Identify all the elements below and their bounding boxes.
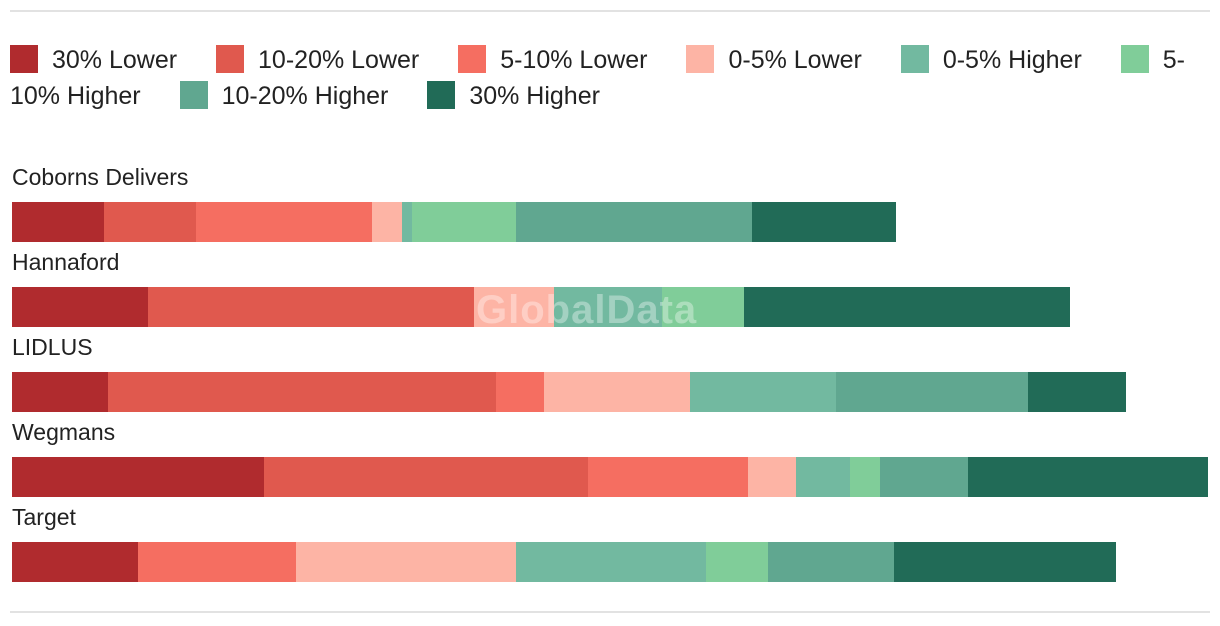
bottom-divider (10, 611, 1210, 613)
bar-segment (264, 457, 588, 497)
legend-swatch (427, 81, 456, 109)
legend-label: 10-20% Lower (258, 46, 420, 74)
category-label: LIDLUS (12, 334, 93, 360)
top-divider (10, 10, 1210, 12)
legend-swatch (1120, 45, 1149, 73)
legend-swatch (179, 81, 208, 109)
bar-segment (12, 372, 108, 412)
bar-segment (690, 372, 836, 412)
legend-swatch (10, 45, 38, 73)
category-label: Coborns Delivers (12, 164, 189, 190)
bar-segment (516, 202, 752, 242)
category-label: Wegmans (12, 419, 116, 445)
bar-segment (836, 372, 1028, 412)
legend-swatch (686, 45, 715, 73)
bar-segment (402, 202, 412, 242)
bar-segment (768, 542, 894, 582)
category-label: Target (12, 504, 76, 530)
bar-segment (516, 542, 706, 582)
legend-label: 5-10% Higher (10, 46, 1185, 110)
bar-segment (12, 287, 148, 327)
bar-segment (196, 202, 372, 242)
bar-segment (138, 542, 296, 582)
legend-swatch (900, 45, 929, 73)
bar-segment (412, 202, 516, 242)
chart-legend: 30% Lower 10-20% Lower 5-10% Lower 0-5% … (10, 42, 1200, 114)
bar-segment (544, 372, 690, 412)
legend-label: 30% Higher (469, 82, 600, 110)
bar-segment (554, 287, 662, 327)
legend-item: 10-20% Lower (216, 45, 420, 74)
bar-segment (796, 457, 850, 497)
bar-segment (748, 457, 796, 497)
bar-segment (850, 457, 880, 497)
legend-label: 30% Lower (52, 46, 178, 74)
legend-item: 0-5% Lower (686, 45, 862, 74)
bar-segment (588, 457, 748, 497)
bar-segment (752, 202, 896, 242)
legend-swatch (458, 45, 487, 73)
bar-segment (894, 542, 1116, 582)
legend-item: 10-20% Higher (179, 81, 389, 110)
legend-label: 0-5% Lower (728, 46, 862, 74)
bar-segment (296, 542, 516, 582)
bar-segment (12, 542, 138, 582)
legend-swatch (216, 45, 245, 73)
legend-item: 5-10% Higher (10, 45, 1185, 110)
bar-segment (474, 287, 554, 327)
category-label: Hannaford (12, 249, 120, 275)
bar-segment (104, 202, 196, 242)
legend-item: 0-5% Higher (900, 45, 1082, 74)
legend-label: 10-20% Higher (221, 82, 389, 110)
bar-segment (662, 287, 744, 327)
bar-segment (880, 457, 968, 497)
bar-segment (968, 457, 1208, 497)
bar-segment (496, 372, 544, 412)
bar-segment (148, 287, 474, 327)
legend-label: 5-10% Lower (500, 46, 648, 74)
bar-segment (706, 542, 768, 582)
bar-segment (1028, 372, 1126, 412)
legend-item: 30% Lower (10, 45, 178, 74)
bar-segment (12, 457, 264, 497)
legend-item: 5-10% Lower (458, 45, 648, 74)
bar-segment (372, 202, 402, 242)
bar-segment (744, 287, 1070, 327)
bar-segment (12, 202, 104, 242)
legend-item: 30% Higher (427, 81, 600, 110)
bar-segment (108, 372, 496, 412)
legend-label: 0-5% Higher (942, 46, 1082, 74)
